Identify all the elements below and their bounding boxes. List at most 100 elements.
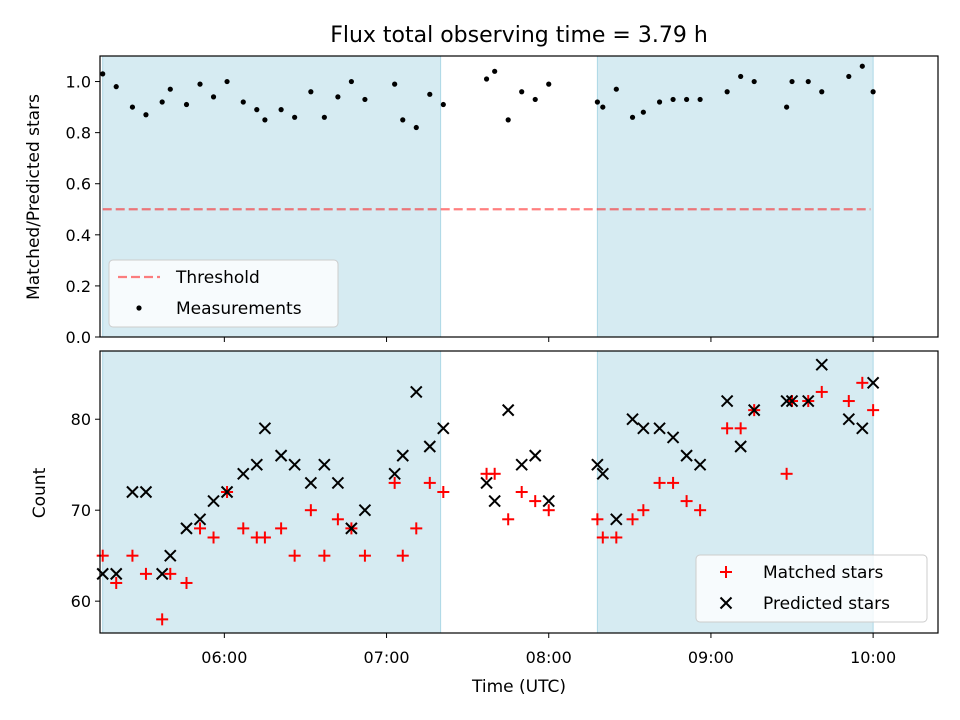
predicted-star-point (274, 449, 288, 462)
matched-star-point (237, 522, 250, 535)
matched-star-point (596, 531, 609, 544)
predicted-star-point (666, 431, 680, 444)
matched-star-point (780, 467, 793, 480)
predicted-star-point (207, 494, 220, 508)
measurement-point (183, 101, 190, 108)
predicted-star-point (388, 467, 401, 481)
matched-star-point (180, 576, 193, 589)
measurement-point (129, 104, 136, 110)
measurement-point (846, 73, 852, 80)
measurement-point (292, 114, 298, 120)
measurement-point (546, 81, 552, 87)
measurement-point (629, 114, 636, 120)
measurement-point (505, 117, 511, 123)
measurement-point (159, 99, 165, 105)
measurement-point (262, 117, 268, 123)
measurement-point (600, 104, 606, 110)
predicted-star-point (220, 485, 234, 499)
x-tick-label: 09:00 (688, 648, 734, 667)
predicted-star-point (345, 522, 358, 535)
predicted-star-point (410, 385, 423, 399)
measurement-point (308, 89, 314, 95)
predicted-star-point (626, 413, 639, 426)
measurement-point (656, 99, 663, 105)
measurement-point (519, 89, 525, 95)
predicted-star-point (488, 494, 501, 508)
measurement-point (321, 114, 327, 120)
matched-star-point (591, 513, 604, 526)
top-panel: 0.0 0.2 0.4 0.6 0.8 1.0 Threshold Measurements (66, 55, 939, 347)
top-axes-frame (99, 55, 939, 338)
matched-star-point (653, 476, 666, 489)
matched-star-point (164, 567, 177, 580)
predicted-star-point (96, 567, 109, 581)
predicted-star-point (423, 440, 437, 453)
predicted-star-point (747, 403, 761, 417)
bottom-y-tick-label: 80 (71, 410, 91, 429)
matched-star-point (842, 395, 855, 408)
matched-star-point (856, 376, 869, 389)
measurement-point (278, 107, 284, 113)
matched-star-point (867, 404, 880, 417)
measurement-point (210, 94, 217, 100)
top-y-tick-label: 0.6 (66, 175, 91, 194)
top-legend-box (108, 259, 339, 328)
top-shaded-interval (596, 55, 874, 338)
measurement-point (789, 78, 795, 85)
predicted-star-point (437, 422, 450, 435)
predicted-star-point (501, 403, 515, 417)
matched-star-point (156, 613, 169, 626)
predicted-star-point (318, 458, 331, 471)
legend-label: Measurements (176, 299, 302, 319)
matched-star-point (626, 513, 639, 526)
measurement-point (684, 96, 690, 103)
predicted-star-point (693, 458, 707, 471)
predicted-star-point (164, 549, 177, 562)
bottom-y-tick-label: 70 (71, 501, 91, 520)
measurement-point (738, 73, 744, 80)
measurement-point (594, 99, 600, 105)
measurement-point (819, 89, 825, 95)
predicted-star-point (815, 358, 828, 371)
measurement-point (167, 86, 173, 92)
measurement-point (870, 89, 876, 95)
measurement-point (805, 78, 811, 85)
predicted-star-point (610, 513, 623, 526)
matched-star-point (358, 549, 371, 562)
predicted-star-point (126, 485, 139, 499)
predicted-star-point (542, 494, 555, 508)
bottom-shaded-interval (102, 350, 442, 634)
top-y-tick-label: 0.4 (66, 226, 91, 245)
matched-star-point (680, 495, 693, 508)
predicted-star-point (155, 567, 169, 581)
predicted-star-point (637, 422, 650, 435)
measurement-point (254, 107, 260, 113)
legend-matched-swatch (720, 566, 732, 578)
top-y-tick-label: 1.0 (66, 73, 91, 92)
bottom-axes-frame (99, 350, 939, 634)
measurement-point (100, 71, 106, 77)
matched-star-point (288, 549, 301, 562)
matched-star-point (126, 549, 139, 562)
measurement-point (492, 68, 498, 74)
matched-star-point (396, 549, 409, 562)
legend-label: Matched stars (763, 563, 883, 583)
predicted-star-point (331, 476, 345, 490)
measurement-point (362, 96, 368, 103)
matched-star-point (96, 549, 109, 562)
matched-star-point (502, 513, 515, 526)
matched-star-point (694, 504, 707, 517)
bottom-legend-box (695, 554, 928, 623)
measurement-point (427, 91, 433, 97)
predicted-star-point (480, 476, 493, 490)
legend-label: Threshold (175, 268, 260, 288)
x-tick-label: 10:00 (850, 648, 896, 667)
matched-star-point (529, 495, 542, 508)
predicted-star-point (856, 422, 869, 435)
measurement-point (335, 94, 341, 100)
predicted-star-point (842, 413, 856, 426)
matched-star-point (515, 486, 528, 498)
predicted-star-point (288, 458, 301, 471)
top-y-axis-label: Matched/Predicted stars (24, 94, 44, 300)
predicted-star-point (358, 503, 372, 517)
